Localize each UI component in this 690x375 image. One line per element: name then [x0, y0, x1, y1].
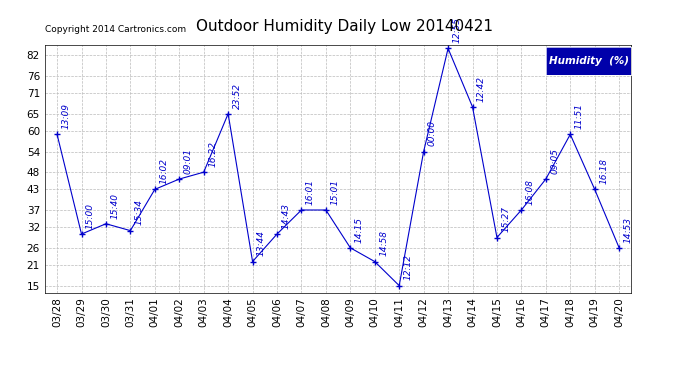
Text: 14:15: 14:15 [355, 217, 364, 243]
Text: 13:09: 13:09 [61, 103, 70, 129]
Text: 16:01: 16:01 [306, 179, 315, 205]
Text: 09:05: 09:05 [550, 148, 559, 174]
Text: 16:08: 16:08 [526, 179, 535, 205]
Text: 16:22: 16:22 [208, 141, 217, 167]
Text: 14:53: 14:53 [624, 217, 633, 243]
Text: 12:55: 12:55 [453, 17, 462, 43]
Text: 15:01: 15:01 [331, 179, 339, 205]
Text: 15:40: 15:40 [110, 193, 119, 219]
Text: 15:34: 15:34 [135, 200, 144, 225]
Text: 00:00: 00:00 [428, 120, 437, 146]
Text: 16:18: 16:18 [599, 158, 608, 184]
Text: 09:01: 09:01 [184, 148, 193, 174]
Text: 13:44: 13:44 [257, 230, 266, 256]
Text: 15:27: 15:27 [502, 206, 511, 232]
Text: 12:42: 12:42 [477, 76, 486, 102]
Text: 23:52: 23:52 [233, 82, 241, 109]
Text: 16:02: 16:02 [159, 158, 168, 184]
Text: 12:12: 12:12 [404, 255, 413, 280]
Text: 14:43: 14:43 [282, 203, 290, 229]
Text: 11:51: 11:51 [575, 103, 584, 129]
Text: 14:58: 14:58 [380, 230, 388, 256]
Text: Outdoor Humidity Daily Low 20140421: Outdoor Humidity Daily Low 20140421 [197, 19, 493, 34]
Text: 15:00: 15:00 [86, 203, 95, 229]
Text: Copyright 2014 Cartronics.com: Copyright 2014 Cartronics.com [45, 25, 186, 34]
